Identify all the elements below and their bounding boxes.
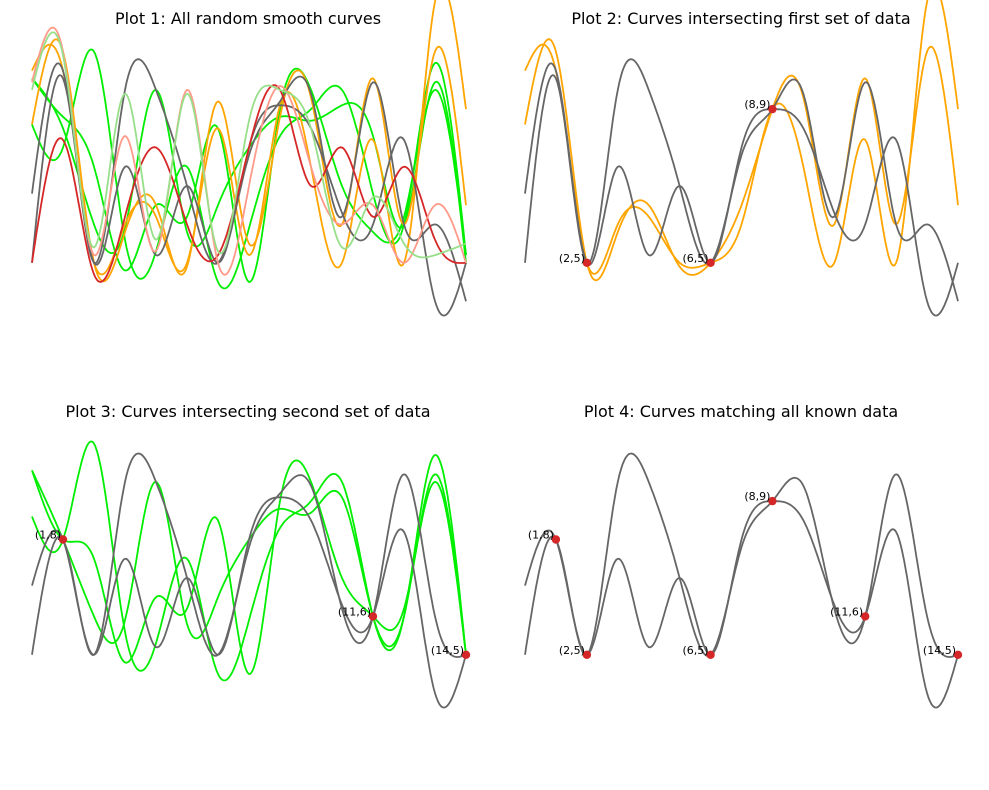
- data-point-label: (8,9): [744, 490, 770, 503]
- data-point-label: (14,5): [923, 644, 956, 657]
- panel-1-title: Plot 1: All random smooth curves: [115, 9, 381, 28]
- series-line-3: [31, 67, 467, 284]
- data-point-label: (1,8): [528, 529, 554, 542]
- data-point-label: (14,5): [431, 644, 464, 657]
- data-point-marker: [768, 104, 777, 114]
- data-point-label: (6,5): [683, 252, 709, 265]
- series-line-2: [524, 452, 959, 658]
- series-line-1: [524, 38, 959, 282]
- data-point-marker: [768, 496, 777, 506]
- series-line-10: [31, 31, 467, 259]
- data-point-label: (6,5): [683, 644, 709, 657]
- data-point-marker: [461, 650, 471, 659]
- panel-3: Plot 3: Curves intersecting second set o…: [31, 402, 471, 709]
- data-point-marker: [551, 535, 561, 544]
- data-point-marker: [706, 258, 715, 267]
- panel-3-plot-area: (1,8) (11,6) (14,5): [31, 440, 471, 709]
- panel-4: Plot 4: Curves matching all known data (…: [524, 402, 963, 709]
- panel-3-title: Plot 3: Curves intersecting second set o…: [65, 402, 430, 421]
- data-point-label: (11,6): [830, 605, 863, 618]
- data-point-label: (8,9): [744, 98, 770, 111]
- series-line-1: [524, 500, 959, 709]
- panel-1: Plot 1: All random smooth curves: [31, 0, 467, 317]
- panel-2-plot-area: (2,5) (6,5) (8,9): [524, 0, 959, 317]
- series-line-5: [31, 452, 467, 658]
- data-point-label: (1,8): [35, 529, 61, 542]
- data-point-marker: [953, 650, 963, 659]
- series-line-8: [31, 84, 467, 283]
- data-point-marker: [582, 258, 592, 267]
- panel-1-plot-area: [31, 0, 467, 317]
- data-point-marker: [582, 650, 592, 659]
- panel-2: Plot 2: Curves intersecting first set of…: [524, 0, 959, 317]
- data-point-label: (2,5): [559, 644, 585, 657]
- panel-4-title: Plot 4: Curves matching all known data: [584, 402, 898, 421]
- series-line-4: [31, 38, 467, 283]
- series-line-2: [31, 440, 467, 682]
- series-line-5: [31, 0, 467, 276]
- panel-4-plot-area: (1,8) (2,5) (6,5) (8,9) (11,6) (14,5): [524, 452, 963, 709]
- series-line-4: [31, 496, 467, 709]
- panel-2-title: Plot 2: Curves intersecting first set of…: [571, 9, 910, 28]
- data-point-marker: [706, 650, 715, 659]
- data-point-marker: [368, 612, 378, 621]
- series-line-3: [31, 459, 467, 675]
- series-line-7: [31, 58, 467, 302]
- data-point-label: (11,6): [338, 605, 371, 618]
- data-point-marker: [58, 535, 68, 544]
- data-point-label: (2,5): [559, 252, 585, 265]
- series-line-9: [31, 26, 467, 276]
- series-line-4: [524, 58, 959, 302]
- series-line-2: [524, 0, 959, 275]
- data-point-marker: [861, 612, 870, 621]
- series-line-3: [524, 62, 959, 317]
